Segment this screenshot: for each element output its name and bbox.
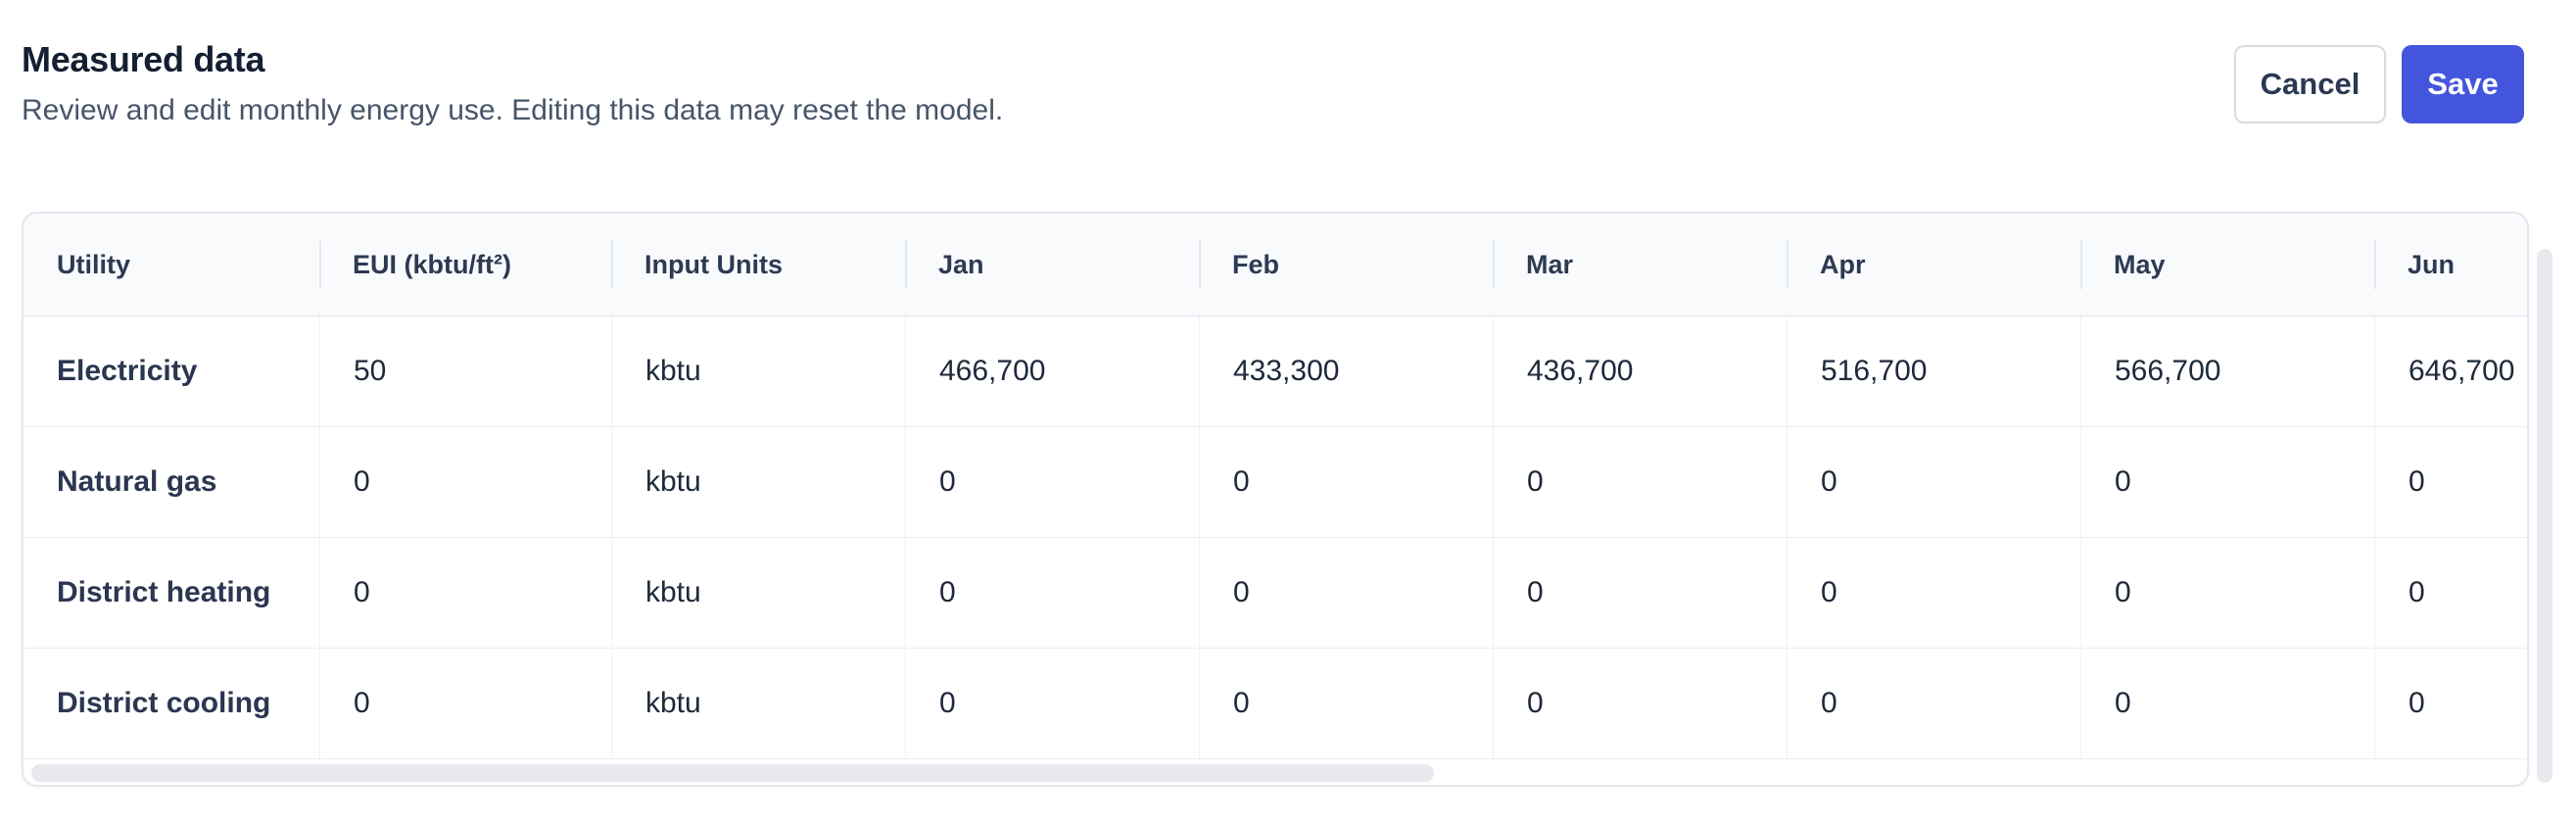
eui-cell[interactable]: 0 bbox=[319, 538, 611, 648]
input-units-cell[interactable]: kbtu bbox=[611, 649, 905, 758]
jan-value-cell[interactable]: 0 bbox=[905, 427, 1199, 537]
column-header-apr: Apr bbox=[1787, 214, 2080, 315]
column-header-mar: Mar bbox=[1493, 214, 1787, 315]
table-body: Electricity 50 kbtu 466,700 433,300 436,… bbox=[24, 316, 2527, 759]
jan-value-cell[interactable]: 0 bbox=[905, 649, 1199, 758]
eui-cell[interactable]: 0 bbox=[319, 427, 611, 537]
mar-value-cell[interactable]: 0 bbox=[1493, 538, 1787, 648]
jun-value-cell[interactable]: 0 bbox=[2374, 427, 2527, 537]
utility-label: Natural gas bbox=[57, 465, 217, 498]
column-header-feb: Feb bbox=[1199, 214, 1493, 315]
table-row-natural-gas: Natural gas 0 kbtu 0 0 0 0 0 0 bbox=[24, 427, 2527, 538]
feb-value-cell[interactable]: 0 bbox=[1199, 649, 1493, 758]
utility-label: District heating bbox=[57, 576, 271, 608]
table-row-district-cooling: District cooling 0 kbtu 0 0 0 0 0 0 bbox=[24, 649, 2527, 759]
column-header-eui: EUI (kbtu/ft²) bbox=[319, 214, 611, 315]
save-button[interactable]: Save bbox=[2402, 45, 2524, 123]
apr-value-cell[interactable]: 0 bbox=[1787, 427, 2080, 537]
table-row-district-heating: District heating 0 kbtu 0 0 0 0 0 0 bbox=[24, 538, 2527, 649]
utility-label: District cooling bbox=[57, 687, 271, 719]
jun-value-cell[interactable]: 0 bbox=[2374, 538, 2527, 648]
column-header-input-units: Input Units bbox=[611, 214, 905, 315]
horizontal-scrollbar-thumb[interactable] bbox=[31, 764, 1434, 782]
page-title: Measured data bbox=[22, 39, 265, 79]
table-header-row: Utility EUI (kbtu/ft²) Input Units Jan F… bbox=[24, 214, 2527, 316]
input-units-cell[interactable]: kbtu bbox=[611, 427, 905, 537]
utility-label: Electricity bbox=[57, 355, 198, 387]
mar-value-cell[interactable]: 436,700 bbox=[1493, 316, 1787, 426]
jan-value-cell[interactable]: 0 bbox=[905, 538, 1199, 648]
jun-value-cell[interactable]: 0 bbox=[2374, 649, 2527, 758]
may-value-cell[interactable]: 0 bbox=[2080, 538, 2374, 648]
cancel-button[interactable]: Cancel bbox=[2234, 45, 2386, 123]
feb-value-cell[interactable]: 0 bbox=[1199, 538, 1493, 648]
input-units-cell[interactable]: kbtu bbox=[611, 538, 905, 648]
column-header-jun: Jun bbox=[2374, 214, 2527, 315]
column-header-jan: Jan bbox=[905, 214, 1199, 315]
column-header-utility: Utility bbox=[57, 249, 131, 279]
jun-value-cell[interactable]: 646,700 bbox=[2374, 316, 2527, 426]
apr-value-cell[interactable]: 516,700 bbox=[1787, 316, 2080, 426]
apr-value-cell[interactable]: 0 bbox=[1787, 538, 2080, 648]
may-value-cell[interactable]: 0 bbox=[2080, 427, 2374, 537]
eui-cell[interactable]: 0 bbox=[319, 649, 611, 758]
apr-value-cell[interactable]: 0 bbox=[1787, 649, 2080, 758]
column-header-may: May bbox=[2080, 214, 2374, 315]
eui-cell[interactable]: 50 bbox=[319, 316, 611, 426]
jan-value-cell[interactable]: 466,700 bbox=[905, 316, 1199, 426]
feb-value-cell[interactable]: 0 bbox=[1199, 427, 1493, 537]
input-units-cell[interactable]: kbtu bbox=[611, 316, 905, 426]
vertical-scrollbar-thumb[interactable] bbox=[2537, 249, 2552, 783]
table-row-electricity: Electricity 50 kbtu 466,700 433,300 436,… bbox=[24, 316, 2527, 427]
measured-data-table-card: Utility EUI (kbtu/ft²) Input Units Jan F… bbox=[22, 212, 2529, 787]
mar-value-cell[interactable]: 0 bbox=[1493, 649, 1787, 758]
may-value-cell[interactable]: 0 bbox=[2080, 649, 2374, 758]
mar-value-cell[interactable]: 0 bbox=[1493, 427, 1787, 537]
page-subtitle: Review and edit monthly energy use. Edit… bbox=[22, 94, 1004, 126]
may-value-cell[interactable]: 566,700 bbox=[2080, 316, 2374, 426]
feb-value-cell[interactable]: 433,300 bbox=[1199, 316, 1493, 426]
